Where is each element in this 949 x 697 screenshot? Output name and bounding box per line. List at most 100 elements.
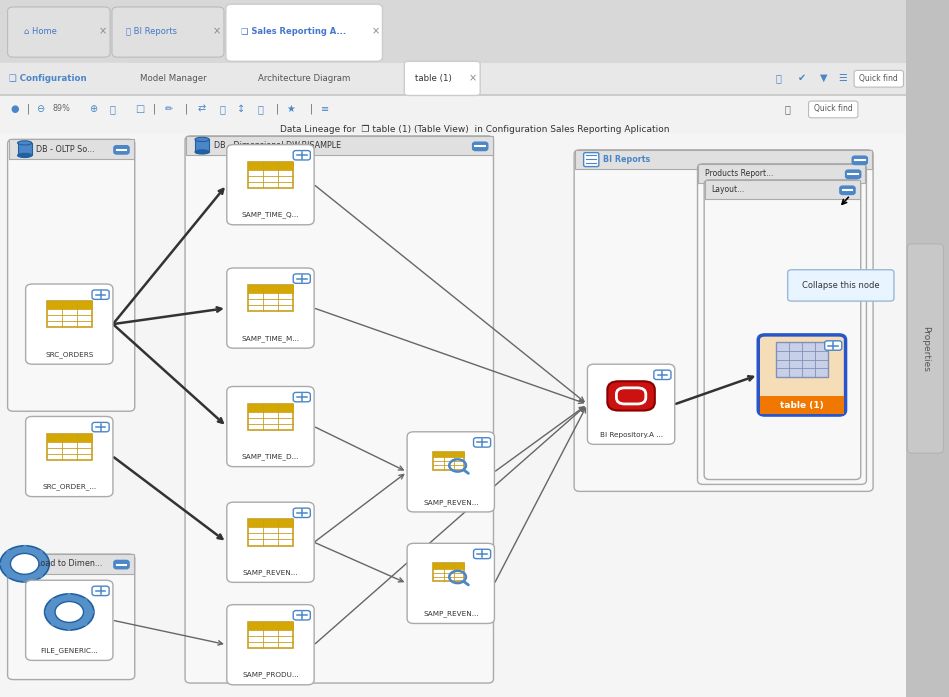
FancyBboxPatch shape [112,7,224,57]
Bar [9,554,134,574]
FancyBboxPatch shape [809,101,858,118]
Text: ⊕: ⊕ [89,104,97,114]
Text: SAMP_TIME_Q...: SAMP_TIME_Q... [242,212,299,218]
FancyBboxPatch shape [704,180,861,480]
Bar [47,434,92,460]
Text: ❑ Sales Reporting A...: ❑ Sales Reporting A... [241,27,346,36]
FancyBboxPatch shape [758,335,846,415]
Text: SAMP_TIME_D...: SAMP_TIME_D... [242,454,299,460]
Bar [0,123,906,134]
FancyBboxPatch shape [474,438,491,447]
Bar [434,452,464,470]
Text: ×: × [372,26,380,36]
Bar [248,622,293,648]
FancyBboxPatch shape [8,139,135,411]
Text: table (1): table (1) [780,401,824,410]
Bar [47,434,92,442]
Text: |: | [309,103,313,114]
FancyBboxPatch shape [293,508,310,517]
Bar [248,519,293,546]
FancyBboxPatch shape [114,146,129,154]
FancyBboxPatch shape [788,270,894,301]
Text: SAMP_REVEN...: SAMP_REVEN... [423,499,478,505]
FancyBboxPatch shape [226,4,382,61]
Text: ▼: ▼ [820,73,828,83]
FancyBboxPatch shape [8,554,135,680]
FancyBboxPatch shape [114,560,129,569]
Bar [0,94,906,123]
Text: SAMP_REVEN...: SAMP_REVEN... [423,611,478,617]
Bar [434,563,464,569]
Text: 89%: 89% [53,105,70,113]
FancyBboxPatch shape [698,164,866,484]
FancyBboxPatch shape [185,136,493,683]
Text: Layout...: Layout... [712,185,745,194]
Text: SRC_ORDERS: SRC_ORDERS [46,351,93,358]
Text: Model Manager: Model Manager [140,74,207,82]
Text: ⎙: ⎙ [785,104,791,114]
FancyBboxPatch shape [227,268,314,348]
FancyBboxPatch shape [8,7,110,57]
Text: FILE_GENERIC...: FILE_GENERIC... [41,648,98,654]
Bar [760,396,844,413]
Bar [0,63,906,94]
Circle shape [45,594,94,630]
Text: |: | [184,103,188,114]
Text: ✔: ✔ [798,73,806,83]
FancyBboxPatch shape [227,386,314,467]
Bar [906,0,949,697]
FancyBboxPatch shape [293,151,310,160]
Text: ✏: ✏ [165,104,173,114]
Text: ★: ★ [286,104,295,114]
Bar [776,342,828,377]
FancyBboxPatch shape [26,580,113,661]
FancyBboxPatch shape [293,611,310,620]
Bar [248,519,293,528]
Text: ⮡: ⮡ [219,104,225,114]
FancyBboxPatch shape [26,284,113,364]
Text: |: | [275,103,279,114]
Bar [0,134,906,697]
Bar [248,285,293,312]
Text: ⎘ BI Reports: ⎘ BI Reports [126,27,177,36]
Text: Quick find: Quick find [860,74,898,82]
Text: ☰: ☰ [838,73,847,83]
Text: ≡: ≡ [322,104,329,114]
Bar [0,0,906,64]
Text: 🔍: 🔍 [775,73,781,83]
Text: ×: × [469,73,476,83]
Bar [248,404,293,412]
Text: Load to Dimen...: Load to Dimen... [36,560,102,568]
Bar [248,162,293,188]
FancyBboxPatch shape [92,586,109,595]
FancyBboxPatch shape [293,392,310,401]
Text: DB - OLTP So...: DB - OLTP So... [36,145,95,153]
Text: BI Reports: BI Reports [603,155,650,164]
Bar [248,285,293,293]
Bar [17,143,32,155]
Text: Collapse this node: Collapse this node [802,281,880,290]
FancyBboxPatch shape [227,502,314,583]
Ellipse shape [195,137,209,141]
FancyBboxPatch shape [0,63,128,94]
Text: ⇄: ⇄ [197,104,205,114]
Bar [248,622,293,630]
FancyBboxPatch shape [92,290,109,300]
Bar [698,164,865,183]
Text: ↕: ↕ [237,104,245,114]
Bar [0,94,906,96]
Text: |: | [153,103,157,114]
Bar [195,139,209,152]
Text: table (1): table (1) [415,74,452,82]
Bar [434,452,464,457]
FancyBboxPatch shape [846,170,861,178]
Text: Properties: Properties [921,325,930,372]
Text: Architecture Diagram: Architecture Diagram [258,74,350,82]
Text: ×: × [99,26,106,36]
Text: ❑ Configuration: ❑ Configuration [9,74,87,82]
FancyBboxPatch shape [607,381,655,411]
Text: DB - Dimensional DW.BISAMPLE: DB - Dimensional DW.BISAMPLE [214,141,341,150]
Circle shape [0,546,49,582]
Text: ⊖: ⊖ [36,104,44,114]
Text: SRC_ORDER_...: SRC_ORDER_... [42,484,97,490]
